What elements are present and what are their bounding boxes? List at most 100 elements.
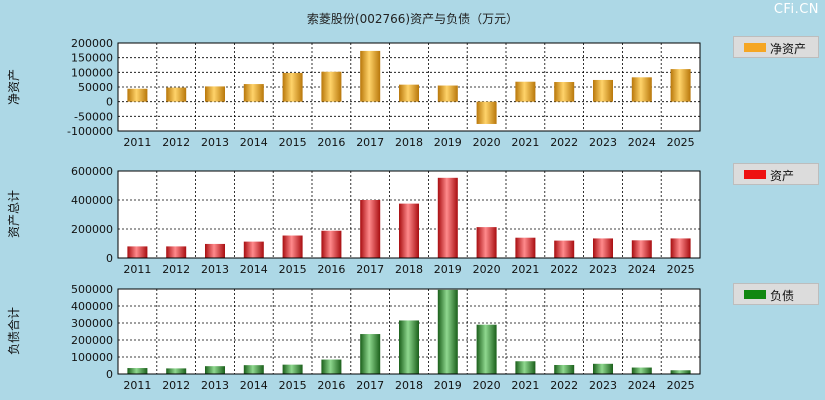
bar <box>243 241 264 258</box>
bar <box>321 359 342 374</box>
x-tick-label: 2014 <box>240 263 268 276</box>
y-axis-label: 净资产 <box>7 69 21 105</box>
x-tick-label: 2019 <box>434 136 462 149</box>
y-tick-label: -100000 <box>67 125 113 138</box>
bar <box>399 320 419 374</box>
bar <box>360 334 381 374</box>
x-tick-label: 2015 <box>279 136 307 149</box>
x-tick-label: 2022 <box>550 136 578 149</box>
bar <box>243 84 264 102</box>
x-tick-label: 2024 <box>628 263 656 276</box>
bar <box>205 86 225 102</box>
x-tick-label: 2024 <box>628 136 656 149</box>
plot-border <box>117 170 701 259</box>
bar <box>476 101 497 124</box>
x-tick-label: 2012 <box>162 136 190 149</box>
y-tick-label: 300000 <box>71 317 113 330</box>
plot-border <box>117 42 701 132</box>
y-tick-label: 200000 <box>71 223 113 236</box>
bar <box>166 246 187 258</box>
x-tick-label: 2019 <box>434 379 462 392</box>
legend-swatch-net-assets <box>744 43 766 52</box>
legend-label-liabilities: 负债 <box>770 289 795 303</box>
x-tick-label: 2020 <box>473 263 501 276</box>
bar <box>360 200 381 258</box>
x-tick-label: 2025 <box>667 263 695 276</box>
x-tick-label: 2014 <box>240 379 268 392</box>
x-tick-label: 2014 <box>240 136 268 149</box>
bar <box>282 72 303 102</box>
bar <box>670 69 691 102</box>
bar <box>437 289 458 374</box>
bar <box>515 361 536 374</box>
y-tick-label: 200000 <box>71 334 113 347</box>
y-tick-label: 150000 <box>71 52 113 65</box>
bar <box>593 238 613 258</box>
x-tick-label: 2017 <box>356 379 384 392</box>
bar <box>205 243 225 258</box>
bar <box>631 240 652 258</box>
watermark: CFi.CN <box>773 2 819 17</box>
x-tick-label: 2017 <box>356 136 384 149</box>
x-tick-label: 2011 <box>123 136 151 149</box>
x-tick-label: 2013 <box>201 263 229 276</box>
bar <box>127 88 148 102</box>
bar <box>631 367 652 374</box>
x-tick-label: 2013 <box>201 379 229 392</box>
x-tick-label: 2025 <box>667 379 695 392</box>
y-axis-label: 负债合计 <box>6 307 21 355</box>
x-tick-label: 2023 <box>589 136 617 149</box>
y-tick-label: 0 <box>106 96 113 109</box>
x-tick-label: 2012 <box>162 379 190 392</box>
x-tick-label: 2020 <box>473 379 501 392</box>
bar <box>399 203 419 258</box>
x-tick-label: 2022 <box>550 379 578 392</box>
bar <box>243 365 264 374</box>
y-tick-label: 100000 <box>71 66 113 79</box>
x-tick-label: 2021 <box>511 379 539 392</box>
legend-swatch-assets <box>744 170 766 179</box>
legend-liabilities: 负债 <box>733 283 819 305</box>
x-tick-label: 2017 <box>356 263 384 276</box>
x-tick-label: 2018 <box>395 263 423 276</box>
y-tick-label: -50000 <box>74 110 113 123</box>
y-tick-label: 500000 <box>71 283 113 296</box>
bar <box>127 246 148 258</box>
x-tick-label: 2020 <box>473 136 501 149</box>
x-tick-label: 2022 <box>550 263 578 276</box>
plot-border <box>117 288 701 375</box>
bar <box>515 237 536 258</box>
y-tick-label: 100000 <box>71 351 113 364</box>
y-tick-label: 200000 <box>71 37 113 50</box>
x-tick-label: 2013 <box>201 136 229 149</box>
x-tick-label: 2015 <box>279 263 307 276</box>
x-tick-label: 2023 <box>589 379 617 392</box>
bar <box>476 324 497 374</box>
bar <box>554 82 575 102</box>
bar <box>282 235 303 258</box>
bar <box>166 87 187 102</box>
legend-assets: 资产 <box>733 163 819 185</box>
legend-net-assets: 净资产 <box>733 36 819 58</box>
bar <box>399 84 419 102</box>
legend-label-assets: 资产 <box>770 169 795 183</box>
y-tick-label: 600000 <box>71 165 113 178</box>
bar <box>593 79 613 102</box>
x-tick-label: 2018 <box>395 379 423 392</box>
x-tick-label: 2012 <box>162 263 190 276</box>
bar <box>166 368 187 374</box>
y-tick-label: 400000 <box>71 194 113 207</box>
bar <box>554 240 575 258</box>
bar <box>282 364 303 374</box>
x-tick-label: 2021 <box>511 136 539 149</box>
x-tick-label: 2024 <box>628 379 656 392</box>
x-tick-label: 2016 <box>317 263 345 276</box>
bar <box>476 227 497 258</box>
x-tick-label: 2011 <box>123 379 151 392</box>
y-tick-label: 50000 <box>78 81 113 94</box>
bar <box>360 50 381 102</box>
bar <box>321 230 342 258</box>
chart-title: 索菱股份(002766)资产与负债（万元） <box>306 12 519 26</box>
